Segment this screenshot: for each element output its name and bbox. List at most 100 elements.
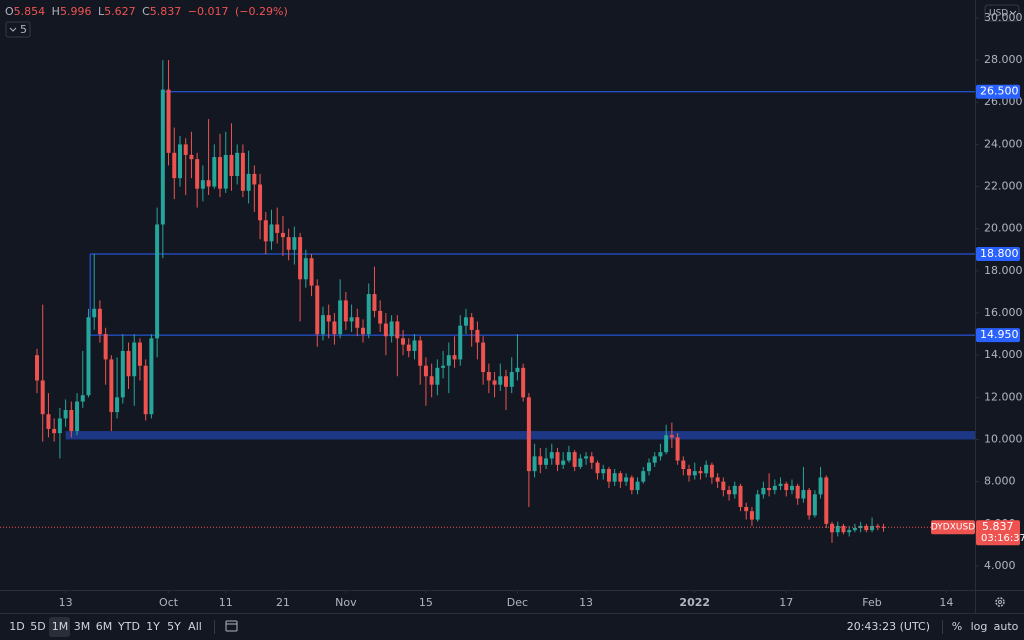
last-price-label: 5.837 bbox=[982, 520, 1014, 533]
candle-body bbox=[429, 376, 434, 385]
candle-body bbox=[275, 224, 280, 233]
candle-body bbox=[624, 477, 629, 482]
timeframe-button[interactable]: YTD bbox=[117, 620, 140, 633]
indicator-toggle[interactable]: 5 bbox=[5, 21, 31, 38]
candle-body bbox=[772, 485, 777, 491]
candle-body bbox=[441, 365, 446, 368]
y-tick-label: 24.000 bbox=[984, 137, 1023, 150]
candle-body bbox=[515, 367, 520, 373]
candle-body bbox=[635, 481, 640, 491]
y-tick-label: 30.000 bbox=[984, 11, 1023, 24]
candle-body bbox=[423, 365, 428, 377]
candle-body bbox=[463, 317, 468, 326]
candle-body bbox=[498, 376, 503, 385]
candle-body bbox=[315, 285, 320, 335]
candle-body bbox=[280, 232, 285, 238]
high-label: H bbox=[52, 5, 60, 18]
log-toggle[interactable]: log bbox=[971, 620, 988, 633]
candle-body bbox=[738, 485, 743, 507]
candle-body bbox=[361, 327, 366, 335]
candle-body bbox=[841, 525, 846, 533]
candle-body bbox=[366, 294, 371, 335]
x-tick-label: 15 bbox=[419, 596, 433, 609]
timeframe-button[interactable]: 1M bbox=[52, 620, 69, 633]
candle-body bbox=[801, 490, 806, 499]
candle-body bbox=[606, 469, 611, 482]
timeframe-button[interactable]: 3M bbox=[74, 620, 91, 633]
candle-body bbox=[155, 224, 160, 339]
candle-body bbox=[446, 355, 451, 366]
level-price-tag bbox=[976, 84, 1020, 99]
compare-button[interactable] bbox=[225, 620, 238, 632]
candle-body bbox=[789, 485, 794, 491]
timeframe-button[interactable]: 1Y bbox=[146, 620, 160, 633]
candle-body bbox=[189, 154, 194, 160]
candle-body bbox=[675, 437, 680, 461]
candle-body bbox=[561, 460, 566, 465]
candle-body bbox=[103, 334, 108, 360]
last-price-tag bbox=[976, 520, 1020, 546]
candle-body bbox=[761, 487, 766, 495]
percent-toggle[interactable]: % bbox=[952, 620, 962, 633]
candle-body bbox=[555, 452, 560, 465]
candle-body bbox=[80, 395, 85, 402]
candle-body bbox=[292, 237, 297, 250]
candle-body bbox=[847, 530, 852, 533]
change: −0.017 bbox=[188, 5, 229, 18]
candle-body bbox=[452, 355, 457, 360]
candle-body bbox=[629, 477, 634, 491]
candle-body bbox=[875, 525, 880, 527]
candle-body bbox=[406, 344, 411, 351]
candle-body bbox=[166, 89, 171, 153]
y-tick-label: 16.000 bbox=[984, 306, 1023, 319]
candle-body bbox=[378, 310, 383, 324]
level-price-tag bbox=[976, 328, 1020, 343]
candle-body bbox=[309, 258, 314, 286]
level-price-label: 18.800 bbox=[980, 247, 1019, 260]
timeframe-button[interactable]: 5D bbox=[30, 620, 45, 633]
candle-body bbox=[864, 525, 869, 531]
y-tick-label: 10.000 bbox=[984, 432, 1023, 445]
candle-body bbox=[132, 342, 137, 377]
y-tick-label: 20.000 bbox=[984, 222, 1023, 235]
timeframe-button[interactable]: 6M bbox=[96, 620, 113, 633]
candle-body bbox=[504, 376, 509, 387]
candle-body bbox=[218, 157, 223, 189]
x-tick-label: Dec bbox=[507, 596, 528, 609]
candle-body bbox=[35, 355, 40, 381]
candle-body bbox=[298, 237, 303, 280]
close-value: 5.837 bbox=[150, 5, 182, 18]
low-value: 5.627 bbox=[104, 5, 136, 18]
candle-body bbox=[584, 456, 589, 459]
auto-toggle[interactable]: auto bbox=[994, 620, 1019, 633]
x-tick-label: Nov bbox=[335, 596, 357, 609]
timeframe-button[interactable]: All bbox=[188, 620, 202, 633]
candle-body bbox=[57, 418, 62, 434]
candle-body bbox=[492, 380, 497, 385]
candle-body bbox=[160, 89, 165, 225]
candle-body bbox=[744, 506, 749, 512]
candle-body bbox=[509, 372, 514, 387]
x-tick-label: 13 bbox=[59, 596, 73, 609]
candle-body bbox=[40, 380, 45, 415]
candle-body bbox=[481, 342, 486, 373]
currency-button[interactable]: USD bbox=[984, 4, 1020, 22]
candle-body bbox=[749, 511, 754, 520]
candle-body bbox=[286, 237, 291, 250]
y-tick-label: 28.000 bbox=[984, 53, 1023, 66]
timeframe-button[interactable]: 5Y bbox=[167, 620, 181, 633]
change-pct: (−0.29%) bbox=[235, 5, 288, 18]
candle-body bbox=[601, 469, 606, 474]
candle-body bbox=[69, 409, 74, 432]
candle-body bbox=[549, 452, 554, 459]
candle-body bbox=[343, 300, 348, 322]
candle-body bbox=[835, 525, 840, 533]
candle-body bbox=[595, 462, 600, 474]
settings-button[interactable] bbox=[995, 597, 1005, 607]
candle-body bbox=[86, 317, 91, 396]
timeframe-button[interactable]: 1D bbox=[9, 620, 24, 633]
candle-body bbox=[784, 483, 789, 491]
y-tick-label: 12.000 bbox=[984, 390, 1023, 403]
level-price-tag bbox=[976, 247, 1020, 262]
